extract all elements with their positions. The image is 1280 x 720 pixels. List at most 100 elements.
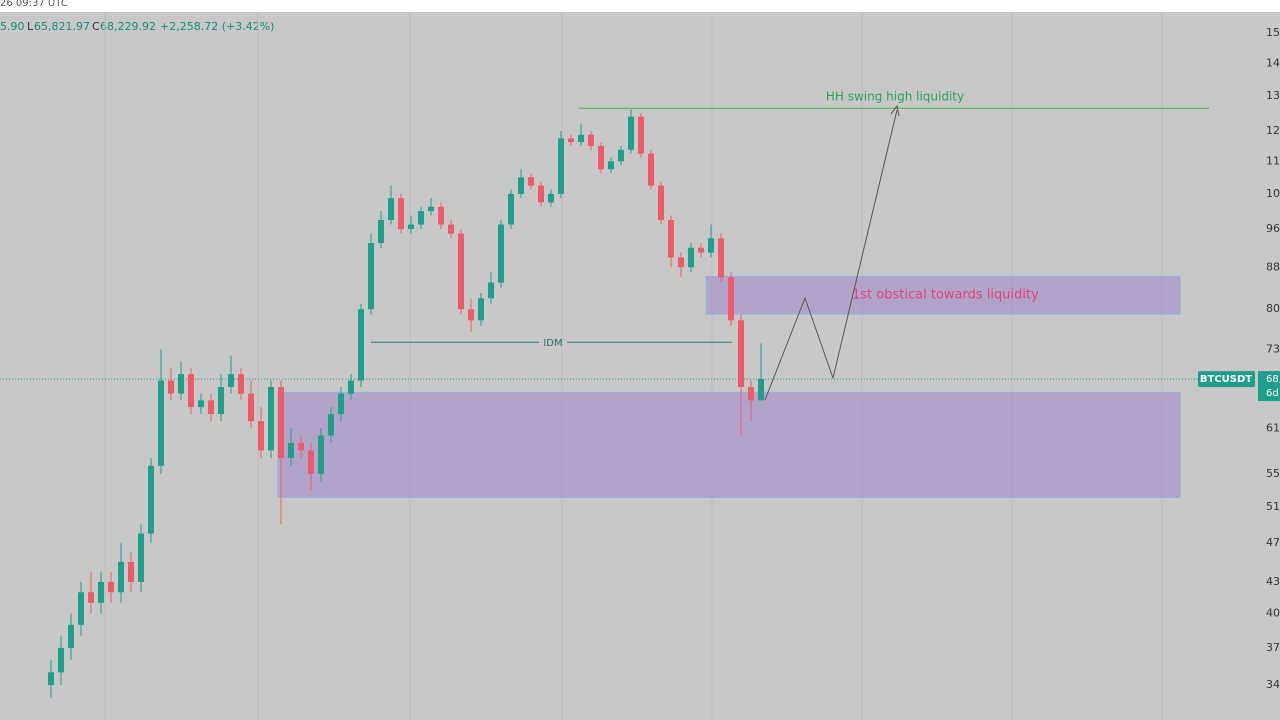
candle-body bbox=[328, 414, 334, 436]
header-text: L bbox=[27, 20, 34, 33]
y-tick-label: 51, bbox=[1266, 500, 1280, 513]
candle-body bbox=[598, 145, 604, 170]
candle-body bbox=[658, 185, 664, 220]
candle-body bbox=[538, 185, 544, 203]
zone bbox=[277, 391, 1181, 499]
candle-body bbox=[148, 465, 154, 534]
candle-body bbox=[88, 592, 94, 603]
y-tick-label: 55, bbox=[1266, 467, 1280, 480]
zone-label: 1st obstical towards liquidity bbox=[852, 288, 1039, 303]
candle-body bbox=[238, 374, 244, 394]
y-tick-label: 80, bbox=[1266, 302, 1280, 315]
candle-body bbox=[718, 238, 724, 278]
level-label: IDM bbox=[543, 338, 562, 349]
candle-body bbox=[608, 161, 614, 170]
candle-body bbox=[588, 134, 594, 146]
candle-body bbox=[188, 374, 194, 408]
candle-body bbox=[228, 374, 234, 388]
y-tick-label: 112, bbox=[1266, 154, 1280, 167]
header-text: 5.90 bbox=[0, 20, 25, 33]
price-axis bbox=[1240, 12, 1280, 720]
candle-body bbox=[338, 393, 344, 415]
candle-body bbox=[98, 581, 104, 603]
candle-body bbox=[378, 219, 384, 244]
price-tag bbox=[1258, 371, 1280, 402]
candle-body bbox=[758, 379, 764, 401]
candle-body bbox=[408, 224, 414, 230]
candle-body bbox=[298, 442, 304, 451]
symbol-label: BTCUSDT bbox=[1200, 374, 1252, 385]
candle-body bbox=[648, 153, 654, 186]
y-tick-label: 96, bbox=[1266, 222, 1280, 235]
candle-body bbox=[118, 561, 124, 593]
candle-body bbox=[278, 387, 284, 459]
candle-body bbox=[618, 149, 624, 162]
candle-body bbox=[728, 277, 734, 321]
candle-body bbox=[448, 224, 454, 234]
candle-body bbox=[438, 206, 444, 225]
candle-body bbox=[518, 177, 524, 194]
candle-body bbox=[168, 380, 174, 394]
candle-body bbox=[58, 647, 64, 673]
y-tick-label: 47, bbox=[1266, 536, 1280, 549]
candle-body bbox=[708, 238, 714, 253]
y-tick-label: 61, bbox=[1266, 421, 1280, 434]
v-grid bbox=[104, 12, 1163, 720]
y-tick-label: 34, bbox=[1266, 678, 1280, 691]
candle-body bbox=[78, 592, 84, 625]
countdown-label: 6d bbox=[1266, 388, 1279, 399]
candle-body bbox=[388, 198, 394, 220]
header-text: C bbox=[92, 20, 100, 33]
candle-body bbox=[398, 198, 404, 230]
candle-body bbox=[68, 624, 74, 648]
candle-body bbox=[178, 374, 184, 394]
candle-body bbox=[548, 193, 554, 203]
candle-body bbox=[138, 533, 144, 582]
candle-body bbox=[348, 380, 354, 394]
y-tick-label: 150 bbox=[1266, 26, 1280, 39]
zone bbox=[705, 275, 1181, 315]
candle-body bbox=[48, 672, 54, 686]
y-tick-label: 37, bbox=[1266, 641, 1280, 654]
y-tick-label: 120 bbox=[1266, 124, 1280, 137]
y-tick-label: 140 bbox=[1266, 56, 1280, 69]
candle-body bbox=[358, 309, 364, 381]
candle-body bbox=[318, 435, 324, 474]
time-label: 26 09:37 UTC bbox=[0, 0, 68, 9]
y-tick-label: 104, bbox=[1266, 187, 1280, 200]
candle-body bbox=[738, 320, 744, 388]
candle-body bbox=[578, 134, 584, 143]
y-tick-label: 43, bbox=[1266, 575, 1280, 588]
candle-body bbox=[748, 387, 754, 401]
header-text: 65,821.97 bbox=[34, 20, 90, 33]
candle-body bbox=[258, 421, 264, 451]
candle-body bbox=[558, 138, 564, 194]
candle-body bbox=[488, 282, 494, 299]
candle-body bbox=[458, 233, 464, 310]
candle-body bbox=[468, 309, 474, 321]
candle-body bbox=[288, 442, 294, 459]
candle-body bbox=[268, 387, 274, 451]
ohlc-header: 5.90 L 65,821.97 C 68,229.92 +2,258.72 (… bbox=[0, 20, 274, 33]
level-label: HH swing high liquidity bbox=[826, 90, 964, 104]
candle-body bbox=[478, 298, 484, 321]
candle-body bbox=[158, 380, 164, 466]
candle-body bbox=[418, 211, 424, 225]
header-text: 68,229.92 bbox=[100, 20, 156, 33]
candle-body bbox=[668, 219, 674, 258]
y-tick-label: 40, bbox=[1266, 607, 1280, 620]
arrow-head bbox=[890, 104, 900, 117]
header-text: +2,258.72 (+3.42%) bbox=[160, 20, 274, 33]
candle-body bbox=[678, 257, 684, 268]
candle-body bbox=[498, 224, 504, 283]
candle-body bbox=[528, 177, 534, 186]
candle-body bbox=[628, 116, 634, 150]
candle-body bbox=[198, 400, 204, 408]
candle-body bbox=[248, 393, 254, 422]
y-tick-label: 130 bbox=[1266, 89, 1280, 102]
candle-body bbox=[108, 581, 114, 593]
candle-body bbox=[128, 561, 134, 582]
candle-body bbox=[508, 193, 514, 225]
